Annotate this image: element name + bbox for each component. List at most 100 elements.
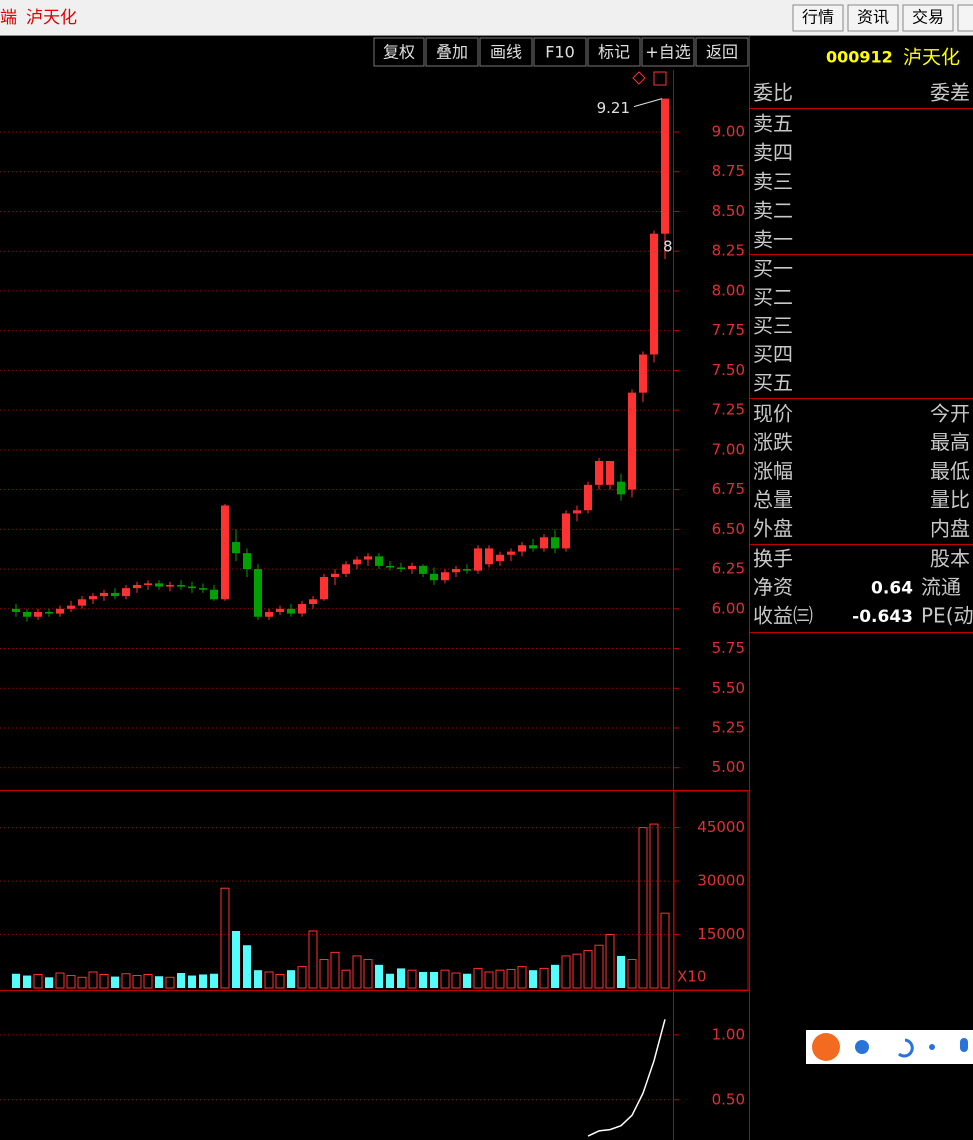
quote-label: 买一 bbox=[753, 257, 793, 281]
quote-label: 内盘 bbox=[930, 516, 970, 540]
volume-bar bbox=[177, 973, 185, 988]
candle-body bbox=[100, 592, 108, 597]
candle-body bbox=[529, 545, 537, 549]
y-tick-label: 5.75 bbox=[712, 639, 745, 657]
toolbar-label[interactable]: 叠加 bbox=[436, 43, 468, 62]
quote-value: -0.643 bbox=[852, 607, 913, 627]
y-tick-label: 5.00 bbox=[712, 758, 745, 776]
toolbar-label[interactable]: F10 bbox=[545, 43, 575, 62]
volume-bar bbox=[594, 944, 604, 989]
toolbar-button[interactable] bbox=[373, 37, 425, 67]
candle-body bbox=[34, 611, 42, 617]
toolbar-button[interactable] bbox=[533, 37, 587, 67]
volume-bar bbox=[473, 967, 483, 989]
ime-bar bbox=[806, 1030, 973, 1064]
tab-button[interactable] bbox=[847, 4, 899, 32]
y-tick-label: 6.50 bbox=[712, 520, 745, 538]
y-tick-label: 30000 bbox=[697, 872, 745, 890]
quote-label: 委比 bbox=[753, 81, 793, 105]
quote-label: 最高 bbox=[930, 430, 970, 454]
candle-body bbox=[573, 510, 581, 514]
volume-bar bbox=[539, 967, 549, 989]
candle-body bbox=[463, 569, 471, 571]
y-tick-label: 8.50 bbox=[712, 202, 745, 220]
volume-bar bbox=[232, 930, 240, 988]
quote-label: 买三 bbox=[753, 314, 793, 338]
volume-bar bbox=[132, 975, 142, 989]
candle-body bbox=[12, 608, 20, 612]
volume-bar bbox=[220, 887, 230, 989]
candle-body bbox=[254, 569, 262, 617]
candle-body bbox=[507, 551, 515, 555]
candle-body bbox=[89, 596, 97, 600]
volume-bar bbox=[210, 973, 218, 988]
candle-body bbox=[221, 505, 229, 600]
candle-body bbox=[496, 554, 504, 562]
y-tick-label: 0.50 bbox=[712, 1090, 745, 1108]
toolbar-label[interactable]: 返回 bbox=[706, 43, 738, 62]
candle-body bbox=[188, 586, 196, 589]
y-tick-label: 7.75 bbox=[712, 321, 745, 339]
volume-bar bbox=[495, 969, 505, 989]
quote-label: 流通 bbox=[921, 575, 961, 599]
volume-bar bbox=[297, 966, 307, 989]
toolbar-label[interactable]: 画线 bbox=[490, 43, 522, 62]
toolbar-button[interactable] bbox=[479, 37, 533, 67]
candle-body bbox=[452, 569, 460, 573]
tab-label[interactable]: 资讯 bbox=[857, 8, 889, 27]
volume-bar bbox=[121, 973, 131, 989]
volume-bar bbox=[561, 955, 571, 989]
toolbar-label[interactable]: 复权 bbox=[383, 43, 415, 62]
volume-bar bbox=[23, 975, 31, 988]
quote-label: 委差 bbox=[930, 81, 970, 105]
candle-body bbox=[650, 233, 658, 355]
volume-bar bbox=[330, 951, 340, 989]
candle-body bbox=[584, 484, 592, 511]
toolbar-label[interactable]: +自选 bbox=[645, 43, 690, 62]
candle-body bbox=[639, 354, 647, 393]
y-tick-label: 7.25 bbox=[712, 401, 745, 419]
quote-label: 换手 bbox=[753, 547, 793, 571]
candle-body bbox=[309, 599, 317, 605]
volume-bar bbox=[165, 976, 175, 989]
tab-button[interactable] bbox=[902, 4, 954, 32]
volume-bar bbox=[352, 955, 362, 989]
quote-label: 买四 bbox=[753, 342, 793, 366]
candle-body bbox=[67, 605, 75, 609]
candle-body bbox=[122, 588, 130, 597]
candle-body bbox=[419, 565, 427, 574]
y-tick-label: 9.00 bbox=[712, 122, 745, 140]
volume-bar bbox=[617, 955, 625, 988]
volume-bar bbox=[254, 970, 262, 988]
tab-button[interactable] bbox=[792, 4, 844, 32]
volume-bar bbox=[463, 973, 471, 988]
toolbar-button[interactable] bbox=[587, 37, 641, 67]
y-tick-label: 6.00 bbox=[712, 599, 745, 617]
volume-bar bbox=[264, 971, 274, 989]
quote-value: 0.64 bbox=[871, 579, 913, 599]
candle-body bbox=[595, 460, 603, 485]
quote-label: 最低 bbox=[930, 459, 970, 483]
toolbar-button[interactable] bbox=[695, 37, 749, 67]
tab-label[interactable]: 行情 bbox=[802, 8, 834, 27]
stock-name: 泸天化 bbox=[903, 47, 960, 69]
candle-body bbox=[155, 583, 163, 587]
quote-label: 净资 bbox=[753, 575, 793, 599]
tab-label[interactable]: 交易 bbox=[912, 8, 944, 27]
candle-body bbox=[551, 537, 559, 549]
volume-bar bbox=[143, 973, 153, 989]
candle-body bbox=[364, 556, 372, 560]
tab-button[interactable] bbox=[957, 4, 973, 32]
volume-bar bbox=[627, 958, 637, 989]
candle-body bbox=[331, 573, 339, 578]
y-tick-label: 15000 bbox=[697, 925, 745, 943]
annotation-arrow bbox=[633, 98, 663, 108]
toolbar-button[interactable] bbox=[641, 37, 695, 67]
volume-bar bbox=[155, 976, 163, 988]
toolbar-label[interactable]: 标记 bbox=[598, 43, 630, 62]
volume-bar bbox=[88, 971, 98, 989]
volume-bar bbox=[12, 973, 20, 988]
toolbar-button[interactable] bbox=[425, 37, 479, 67]
y-tick-label: 8.00 bbox=[712, 281, 745, 299]
quote-label: 卖四 bbox=[753, 141, 793, 165]
